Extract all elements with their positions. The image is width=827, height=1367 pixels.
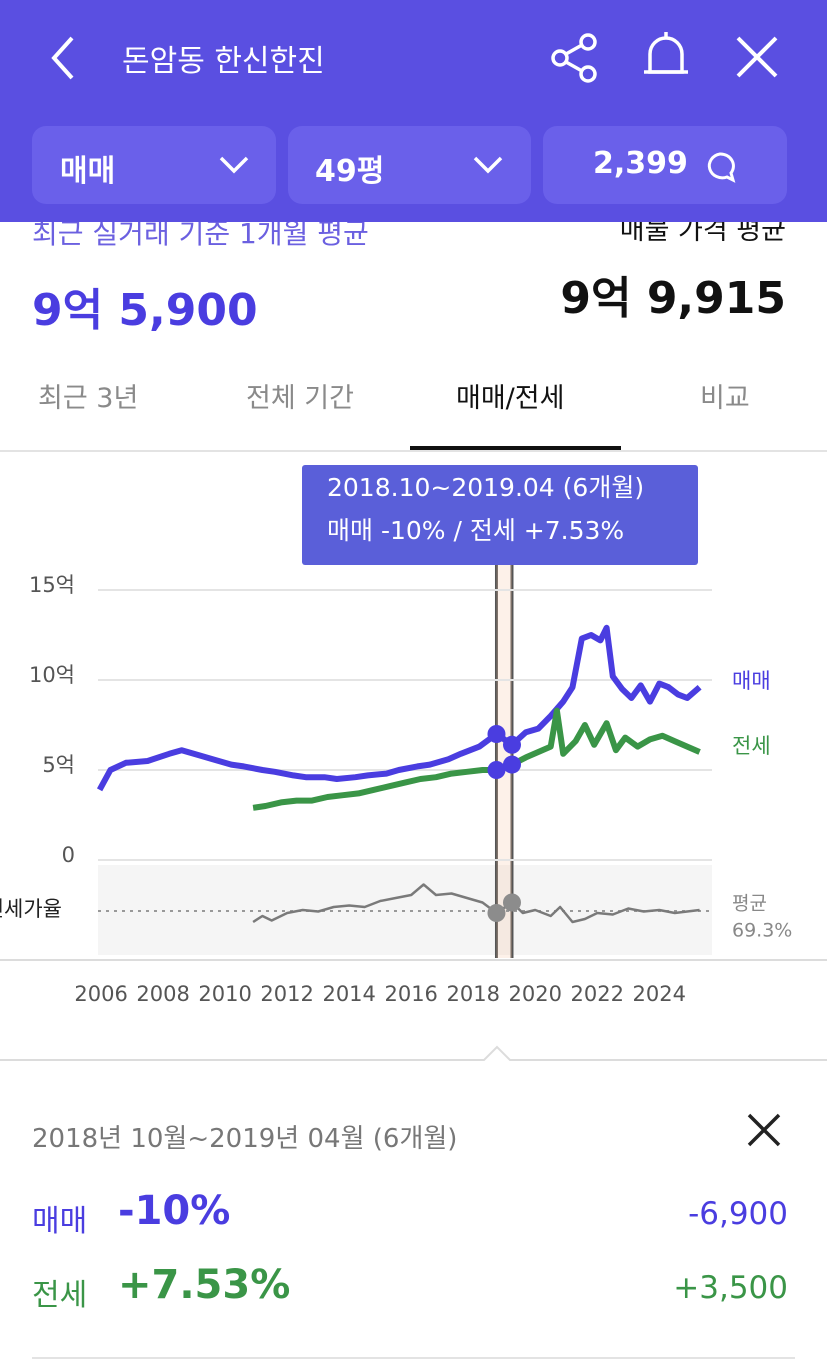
y-axis-label: 전세가율 — [0, 897, 62, 921]
detail-amount: -6,900 — [688, 1196, 788, 1232]
x-tick-label: 2020 — [509, 982, 562, 1006]
recent-label: 최근 실거래 기준 1개월 평균 — [32, 217, 369, 250]
ratio-panel — [98, 865, 712, 955]
detail-label: 매매 — [32, 1204, 88, 1239]
ratio-line — [252, 883, 700, 924]
deal-type-select[interactable]: 매매 — [32, 126, 276, 204]
selection-point — [502, 735, 521, 754]
y-tick-label: 0 — [62, 843, 75, 867]
size: 49평 — [315, 154, 385, 189]
selection-point — [502, 755, 521, 774]
share-button[interactable] — [548, 32, 600, 84]
comment-icon — [707, 152, 736, 183]
detail-close[interactable] — [746, 1112, 782, 1148]
tab-active[interactable]: 매매/전세 — [456, 383, 565, 414]
tooltip: 2018.10~2019.04 (6개월) 매매 -10% / 전세 +7.53… — [302, 465, 698, 565]
deal-type: 매매 — [60, 154, 116, 189]
back-button[interactable] — [40, 30, 90, 86]
chevron — [219, 156, 249, 174]
legend-label: 매매 — [732, 669, 771, 693]
detail-label: 전세 — [32, 1278, 88, 1313]
selection-point — [487, 904, 506, 922]
average-value: 69.3% — [732, 920, 792, 942]
x-tick-label: 2008 — [136, 982, 189, 1006]
listing-price: 9억 9,915 — [560, 273, 786, 324]
y-tick-label: 5억 — [42, 753, 75, 777]
selection-point — [487, 725, 506, 743]
close-button[interactable] — [734, 34, 780, 80]
x-tick-label: 2010 — [198, 982, 251, 1006]
chart: 15억 10억 5억 0 2006 2008 2010 2012 2014 2016 2018 202… — [0, 465, 827, 1061]
comments-button[interactable]: 2,399 — [543, 126, 787, 204]
x-tick-label: 2024 — [633, 982, 686, 1006]
selection-point — [487, 761, 506, 779]
tab[interactable]: 비교 — [700, 383, 750, 414]
alarm-button[interactable] — [638, 28, 694, 84]
x-tick-label: 2012 — [260, 982, 313, 1006]
detail-period: 2018년 10월~2019년 04월 (6개월) — [32, 1124, 458, 1154]
average-label: 평균 — [732, 893, 767, 915]
price-line — [252, 707, 701, 811]
x-tick-label: 2022 — [571, 982, 624, 1006]
price-line — [96, 624, 702, 792]
recent-price: 9억 5,900 — [32, 285, 258, 336]
panel-divider — [0, 1045, 827, 1061]
tab-indicator — [410, 446, 621, 450]
tooltip-period: 2018.10~2019.04 (6개월) — [327, 473, 644, 502]
tooltip-box — [302, 465, 698, 565]
x-tick-label: 2006 — [74, 982, 127, 1006]
detail-amount: +3,500 — [673, 1270, 788, 1306]
tooltip-change: 매매 -10% / 전세 +7.53% — [327, 516, 624, 545]
page-title: 돈암동 한신한진 — [122, 44, 325, 79]
x-tick-label: 2014 — [322, 982, 375, 1006]
y-tick-label: 15억 — [29, 573, 75, 597]
legend-label: 전세 — [732, 734, 771, 758]
detail-change: -10% — [118, 1188, 231, 1234]
detail-change: +7.53% — [118, 1262, 291, 1308]
chevron — [473, 156, 503, 174]
selection-point — [502, 893, 521, 912]
y-tick-label: 10억 — [29, 663, 75, 687]
x-tick-label: 2016 — [384, 982, 437, 1006]
size-select[interactable]: 49평 — [288, 126, 531, 204]
x-tick-label: 2018 — [446, 982, 499, 1006]
tab[interactable]: 최근 3년 — [38, 383, 139, 414]
tab-divider — [0, 450, 827, 452]
comments-count: 2,399 — [593, 146, 688, 181]
tab[interactable]: 전체 기간 — [246, 383, 354, 414]
header: 돈암동 한신한진 매매 49평 2,399 — [0, 0, 827, 222]
detail-divider — [32, 1357, 795, 1359]
